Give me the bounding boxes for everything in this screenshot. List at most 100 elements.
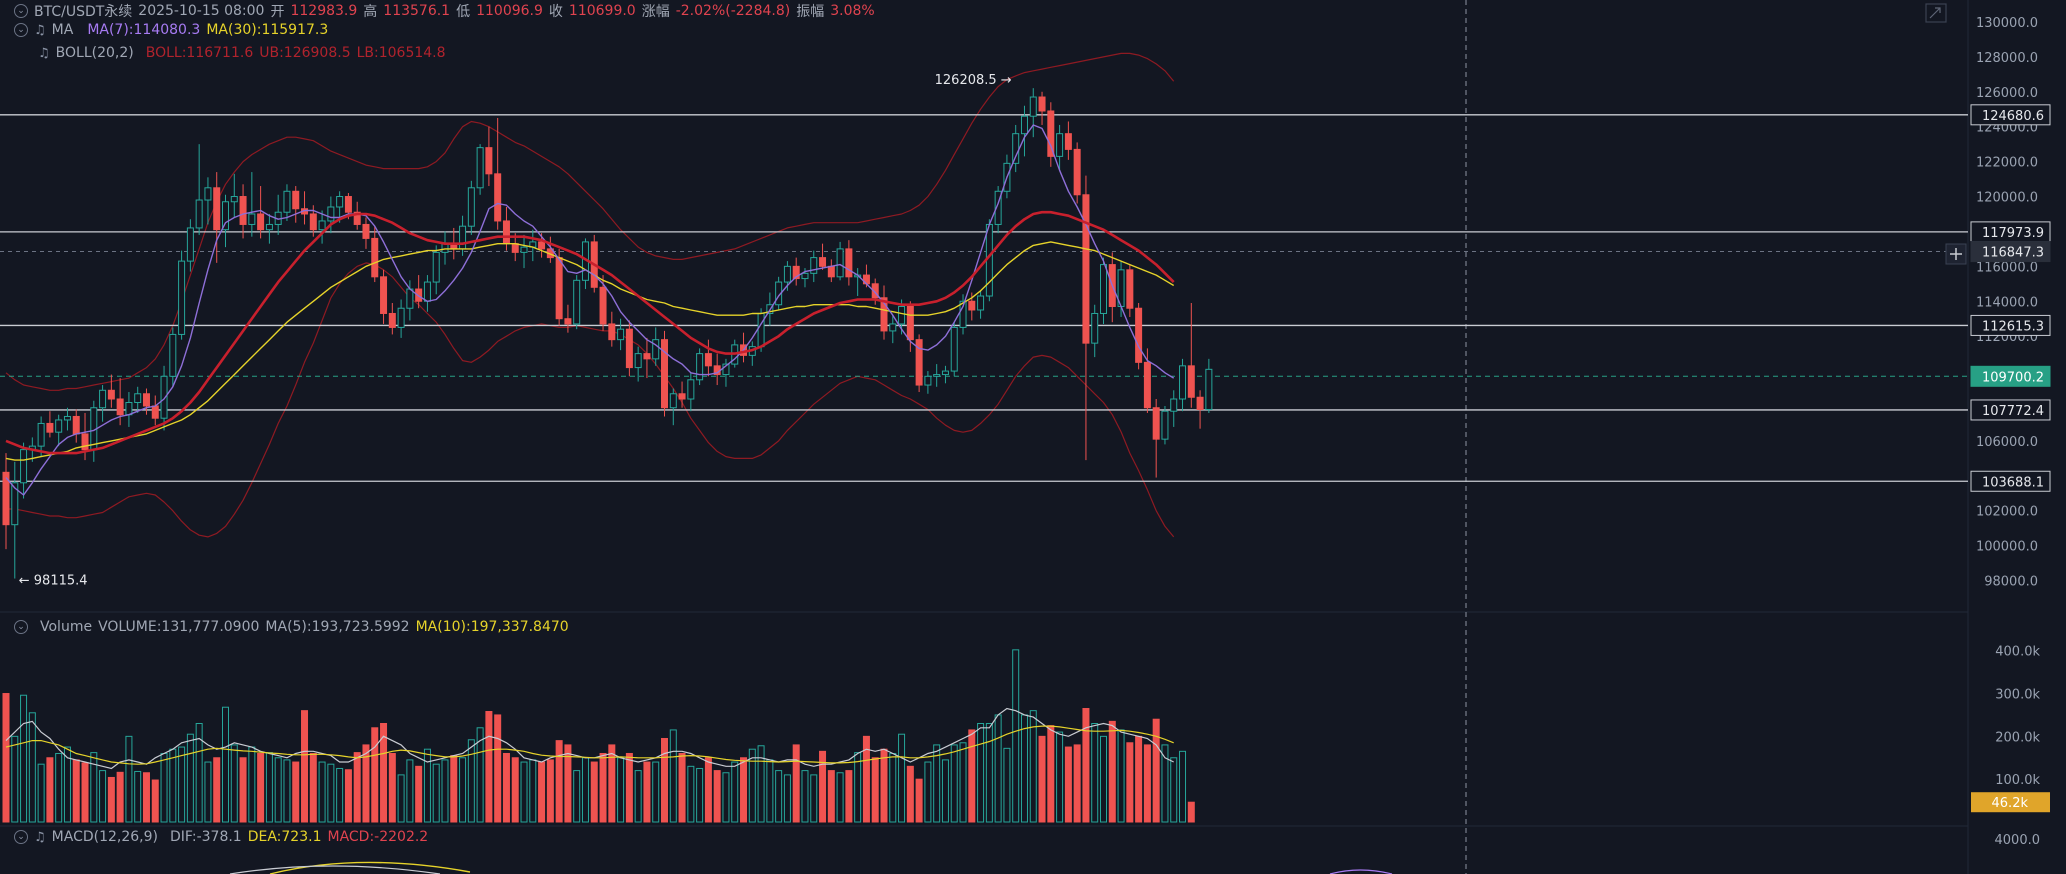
candle-body: [353, 211, 361, 225]
volume-current-tag-box: [1971, 792, 2050, 813]
ma7-value: MA(7):114080.3: [87, 22, 201, 38]
candle-body: [634, 353, 642, 369]
toggle-icon[interactable]: ⌄: [14, 620, 28, 634]
candle-body: [827, 265, 835, 278]
candle-body: [994, 190, 1002, 225]
volume-bar: [933, 744, 941, 823]
candle-body: [406, 288, 414, 309]
toggle-icon[interactable]: ⌄: [14, 830, 28, 844]
candle-body: [783, 265, 791, 283]
bell-icon[interactable]: ♫: [34, 22, 46, 38]
volume-bar: [1082, 708, 1090, 823]
toggle-icon[interactable]: ⌄: [14, 4, 28, 18]
candle-body: [608, 323, 616, 341]
volume-bar: [862, 735, 870, 823]
candle-body: [1205, 368, 1213, 410]
volume-bar: [643, 761, 651, 823]
volume-bar: [1029, 710, 1037, 823]
volume-bar: [11, 735, 19, 823]
candle-body: [845, 248, 853, 278]
crosshair-plus-icon[interactable]: [1945, 243, 1967, 265]
candle-body: [72, 415, 80, 435]
candle-body: [941, 370, 949, 376]
price-line-tag-box: [1970, 399, 2051, 421]
volume-bar: [432, 763, 440, 823]
volume-bar: [397, 774, 405, 823]
candle-body: [292, 190, 300, 210]
candle-body: [485, 147, 493, 175]
volume-moving-averages: [5, 707, 1174, 770]
price-axis-tick: 102000.0: [1976, 505, 2038, 520]
volume-bar: [195, 723, 203, 823]
macd-axis-tick: 4000.0: [1995, 833, 2041, 848]
volume-bar: [766, 759, 774, 823]
candle-body: [195, 199, 203, 229]
candle-body: [362, 223, 370, 239]
candle-body: [977, 295, 985, 311]
candle-body: [696, 353, 704, 381]
volume-bar: [1143, 744, 1151, 823]
candle-body: [555, 257, 563, 320]
volume-bar: [573, 770, 581, 823]
volume-bar: [1126, 742, 1134, 823]
volume-bar: [230, 744, 238, 823]
price-line-tag: 124680.6: [1982, 109, 2044, 124]
candle-body: [915, 339, 923, 386]
volume-bar: [915, 778, 923, 823]
volume-bar: [1179, 750, 1187, 823]
volume-bar: [810, 774, 818, 823]
candle-datetime: 2025-10-15 08:00: [138, 3, 265, 19]
current-price-tag-box: [1970, 365, 2051, 387]
candle-body: [99, 389, 107, 409]
toggle-icon[interactable]: ⌄: [14, 23, 28, 37]
volume-bar: [415, 765, 423, 823]
candle-body: [704, 353, 712, 367]
volume-bar: [792, 744, 800, 823]
price-annotations: 126208.5 → ← 98115.4: [19, 73, 1012, 588]
volume-axis-tick: 200.0k: [1995, 730, 2040, 745]
volume-bar: [827, 770, 835, 823]
volume-bar: [380, 723, 388, 823]
amplitude-value: 3.08%: [830, 3, 875, 19]
candle-body: [1020, 115, 1028, 135]
boll-upper-band: [5, 52, 1175, 391]
candle-body: [599, 286, 607, 325]
candle-body: [204, 187, 212, 201]
candle-body: [318, 220, 326, 231]
crosshair-price-tag: 116847.3: [1982, 246, 2044, 261]
volume-bar: [740, 757, 748, 823]
candle-body: [810, 257, 818, 274]
volume-bar: [213, 757, 221, 823]
candle-body: [1012, 133, 1020, 164]
volume-bar: [696, 767, 704, 823]
fullscreen-icon[interactable]: [1925, 3, 1947, 23]
candle-body: [652, 339, 660, 360]
volume-bar: [283, 759, 291, 823]
volume-bar: [72, 759, 80, 823]
price-line-tag-box: [1970, 470, 2051, 492]
volume-bar: [941, 759, 949, 823]
candle-body: [819, 257, 827, 267]
price-axis-tick: 98000.0: [1984, 575, 2038, 590]
volume-bar: [854, 752, 862, 823]
volume-bar: [546, 759, 554, 823]
boll-mid-value: BOLL:116711.6: [145, 45, 254, 61]
volume-bar: [520, 761, 528, 823]
symbol-header: ⌄ BTC/USDT永续 2025-10-15 08:00 开 112983.9 …: [14, 1, 875, 21]
candle-body: [906, 305, 914, 341]
volume-bar: [301, 710, 309, 823]
volume-bar: [257, 752, 265, 823]
volume-bar: [55, 752, 63, 823]
bell-icon[interactable]: ♫: [34, 829, 46, 845]
volume-bar: [1091, 723, 1099, 823]
candle-body: [257, 213, 265, 231]
volume-bar: [485, 711, 493, 823]
candle-body: [20, 449, 28, 484]
volume-bar: [186, 733, 194, 823]
bell-icon[interactable]: ♫: [38, 45, 50, 61]
price-axis: 130000.0128000.0126000.0124000.0122000.0…: [1970, 16, 2051, 590]
candle-body: [1179, 365, 1187, 400]
volume-bar: [336, 767, 344, 823]
volume-bar: [502, 752, 510, 823]
